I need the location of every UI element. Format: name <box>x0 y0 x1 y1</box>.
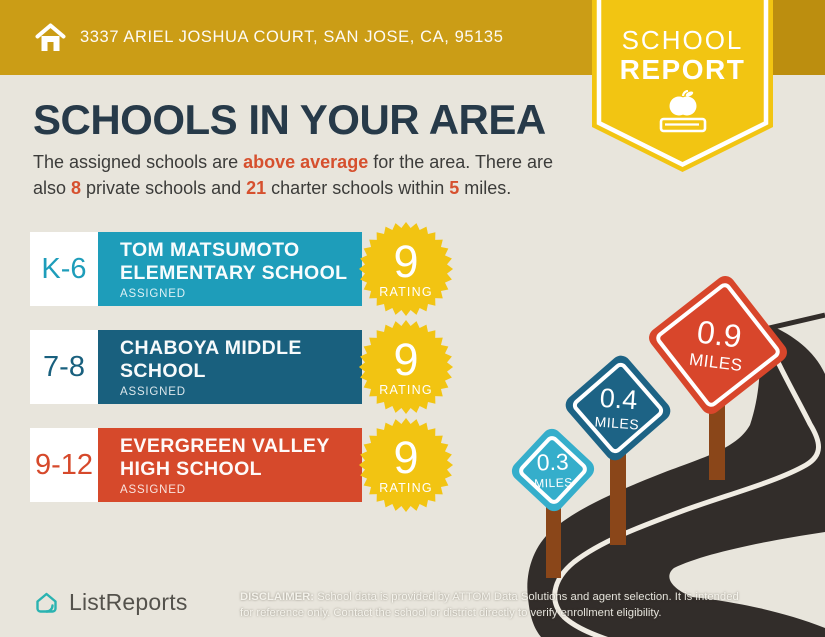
school-row-high: 9-12 EVERGREEN VALLEY HIGH SCHOOL ASSIGN… <box>30 417 490 513</box>
brand-name: ListReports <box>69 589 188 615</box>
subtitle-highlight-above-average: above average <box>243 152 369 172</box>
rating-label: RATING <box>379 285 433 299</box>
grade-range: K-6 <box>30 232 98 306</box>
sign-unit: MILES <box>533 474 573 491</box>
school-name: EVERGREEN VALLEY HIGH SCHOOL <box>120 434 330 480</box>
mile-sign-09: 0.9 MILES <box>645 272 791 418</box>
property-address: 3337 ARIEL JOSHUA COURT, SAN JOSE, CA, 9… <box>80 28 504 46</box>
listreports-house-icon <box>33 589 60 616</box>
school-bar: TOM MATSUMOTO ELEMENTARY SCHOOL ASSIGNED <box>98 232 362 306</box>
assigned-label: ASSIGNED <box>120 483 186 496</box>
school-bar: CHABOYA MIDDLE SCHOOL ASSIGNED <box>98 330 362 404</box>
grade-range: 7-8 <box>30 330 98 404</box>
listreports-logo: ListReports <box>33 589 188 616</box>
sign-unit: MILES <box>594 413 640 433</box>
badge-line2: REPORT <box>619 54 746 85</box>
rating-label: RATING <box>379 383 433 397</box>
subtitle-text: The assigned schools are <box>33 152 244 172</box>
sign-distance: 0.4 <box>598 382 639 416</box>
rating-badge: 9 RATING <box>358 319 454 415</box>
sign-distance: 0.3 <box>536 448 570 476</box>
school-bar: EVERGREEN VALLEY HIGH SCHOOL ASSIGNED <box>98 428 362 502</box>
school-name: CHABOYA MIDDLE SCHOOL <box>120 336 302 382</box>
assigned-label: ASSIGNED <box>120 385 186 398</box>
mile-sign-03: 0.3 MILES <box>507 424 599 516</box>
subtitle-highlight-charter-count: 21 <box>246 177 267 198</box>
rating-value: 9 <box>393 334 419 385</box>
sign-distance: 0.9 <box>695 313 744 356</box>
subtitle-highlight-private-count: 8 <box>71 177 82 198</box>
page-subtitle: The assigned schools are above average f… <box>33 152 553 198</box>
disclaimer-label: DISCLAIMER: <box>240 591 315 603</box>
rating-label: RATING <box>379 481 433 495</box>
disclaimer-text: DISCLAIMER: School data is provided by A… <box>240 591 739 619</box>
rating-value: 9 <box>393 432 419 483</box>
home-icon <box>35 23 66 52</box>
header-right-block <box>773 0 825 75</box>
badge-line1: SCHOOL <box>621 25 744 55</box>
rating-value: 9 <box>393 236 419 287</box>
page-title: SCHOOLS IN YOUR AREA <box>33 96 546 143</box>
school-row-middle: 7-8 CHABOYA MIDDLE SCHOOL ASSIGNED 9 RAT… <box>30 319 490 415</box>
school-name: TOM MATSUMOTO ELEMENTARY SCHOOL <box>120 238 348 284</box>
assigned-label: ASSIGNED <box>120 287 186 300</box>
rating-badge: 9 RATING <box>358 221 454 317</box>
rating-badge: 9 RATING <box>358 417 454 513</box>
apple-on-books-icon <box>592 89 773 139</box>
school-row-elementary: K-6 TOM MATSUMOTO ELEMENTARY SCHOOL ASSI… <box>30 221 490 317</box>
subtitle-highlight-miles: 5 <box>449 177 460 198</box>
mile-sign-04: 0.4 MILES <box>561 351 675 465</box>
school-report-badge: SCHOOL REPORT <box>592 0 773 176</box>
grade-range: 9-12 <box>30 428 98 502</box>
